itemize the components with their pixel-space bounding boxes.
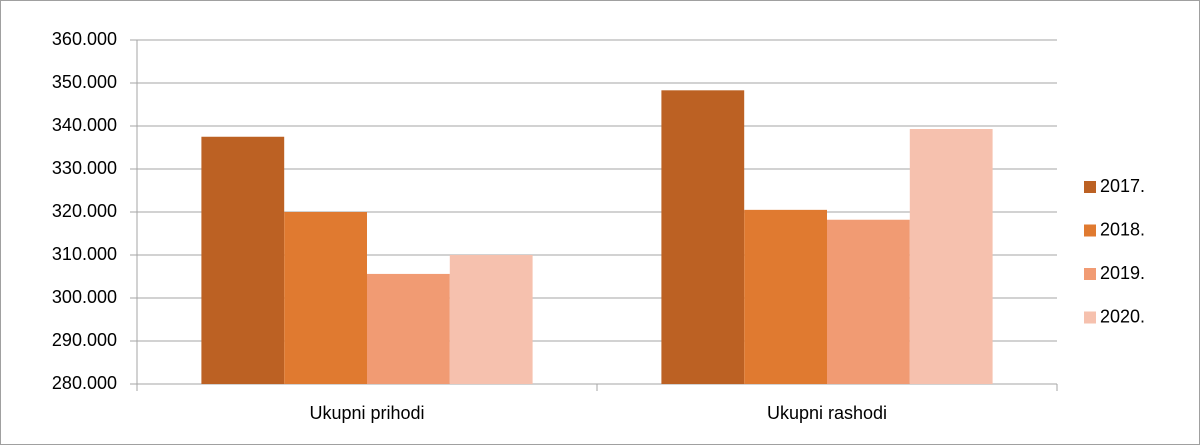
bar [284,212,367,384]
bar [827,219,910,384]
bar [367,273,450,384]
y-tick-label: 330.000 [52,158,117,178]
bar [201,136,285,384]
y-tick-label: 310.000 [52,244,117,264]
bar [744,209,827,384]
legend-label: 2019. [1100,263,1145,283]
bar [449,255,533,384]
legend-label: 2020. [1100,306,1145,326]
y-tick-label: 290.000 [52,330,117,350]
y-tick-label: 360.000 [52,29,117,49]
legend-swatch [1084,268,1096,280]
legend-swatch [1084,181,1096,193]
legend-label: 2017. [1100,176,1145,196]
x-tick-label: Ukupni rashodi [767,403,887,423]
bar [909,129,993,384]
legend-swatch [1084,311,1096,324]
legend-swatch [1084,224,1096,237]
y-tick-label: 340.000 [52,115,117,135]
legend-label: 2018. [1100,219,1145,239]
y-tick-label: 280.000 [52,373,117,393]
y-tick-label: 300.000 [52,287,117,307]
x-tick-label: Ukupni prihodi [309,403,424,423]
y-tick-label: 320.000 [52,201,117,221]
y-tick-label: 350.000 [52,72,117,92]
bar [661,90,745,384]
